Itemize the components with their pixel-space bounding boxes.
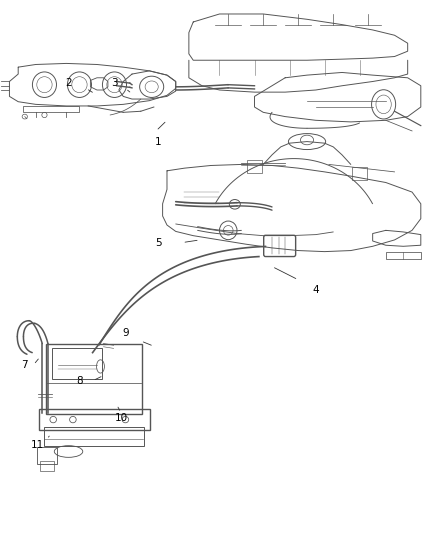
Text: 10: 10 [114,413,127,423]
Text: 9: 9 [122,328,128,338]
Text: 5: 5 [155,238,161,247]
Text: 3: 3 [111,78,117,88]
Text: 4: 4 [312,286,318,295]
Text: 8: 8 [76,376,83,386]
Text: 2: 2 [65,78,72,88]
Text: 11: 11 [31,440,44,450]
Text: 7: 7 [21,360,28,370]
Text: 1: 1 [155,136,161,147]
